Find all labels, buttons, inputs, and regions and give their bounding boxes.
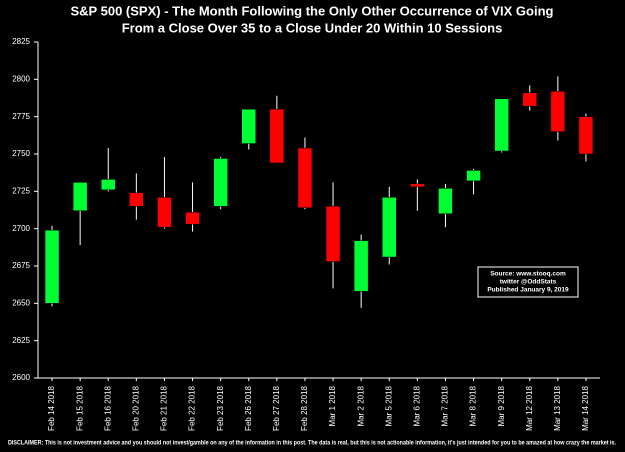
candle-body [101, 179, 116, 191]
candle-body [550, 91, 566, 132]
chart-title: From a Close Over 35 to a Close Under 20… [122, 20, 503, 35]
candle-body [72, 182, 88, 211]
x-tick-label: Mar 6 2018 [412, 385, 421, 426]
x-tick-label: Feb 22 2018 [188, 385, 197, 430]
y-tick-label: 2800 [12, 74, 30, 83]
annotation: Published January 9, 2019 [487, 287, 569, 294]
candle-body [269, 108, 285, 164]
x-tick-label: Feb 26 2018 [244, 385, 253, 430]
y-tick-label: 2625 [12, 336, 30, 345]
x-tick-label: Mar 14 2018 [581, 385, 590, 430]
candle-body [213, 158, 228, 207]
candle-body [297, 147, 313, 209]
y-tick-label: 2650 [12, 298, 30, 307]
x-tick-label: Feb 27 2018 [272, 385, 281, 430]
candle-body [241, 108, 256, 144]
annotation: twitter @OddStats [500, 279, 557, 286]
candle-body [438, 188, 453, 214]
x-tick-label: Mar 9 2018 [497, 385, 506, 426]
y-tick-label: 2725 [12, 186, 30, 195]
y-tick-label: 2600 [12, 373, 30, 382]
candle-body [129, 192, 144, 207]
x-tick-label: Mar 12 2018 [525, 385, 534, 430]
candle-body [466, 170, 481, 182]
y-tick-label: 2775 [12, 112, 30, 121]
y-tick-label: 2750 [12, 149, 30, 158]
y-tick-label: 2700 [12, 224, 30, 233]
candle-body [325, 206, 341, 262]
x-tick-label: Mar 5 2018 [384, 385, 393, 426]
candle-body [522, 92, 537, 107]
candle-body [157, 197, 172, 228]
x-tick-label: Mar 7 2018 [441, 385, 450, 426]
x-tick-label: Mar 1 2018 [328, 385, 337, 426]
x-tick-label: Mar 13 2018 [553, 385, 562, 430]
x-tick-label: Feb 16 2018 [103, 385, 112, 430]
x-tick-label: Feb 21 2018 [160, 385, 169, 430]
candle-body [410, 183, 425, 188]
annotation: Source: www.stooq.com [490, 271, 566, 278]
disclaimer: DISCLAIMER: This is not investment advic… [8, 441, 616, 447]
annotation-box [477, 266, 579, 298]
candle-body [185, 211, 200, 225]
x-tick-label: Mar 8 2018 [469, 385, 478, 426]
x-tick-label: Feb 20 2018 [131, 385, 140, 430]
candle-body [578, 116, 594, 155]
chart-title: S&P 500 (SPX) - The Month Following the … [71, 3, 554, 18]
candle-body [494, 98, 509, 152]
candle-body [44, 229, 60, 304]
candle-body [353, 240, 369, 292]
y-tick-label: 2825 [12, 37, 30, 46]
y-tick-label: 2675 [12, 261, 30, 270]
x-tick-label: Mar 2 2018 [356, 385, 365, 426]
candle-body [382, 197, 397, 258]
x-tick-label: Feb 28 2018 [300, 385, 309, 430]
x-tick-label: Feb 14 2018 [47, 385, 56, 430]
x-tick-label: Feb 15 2018 [75, 385, 84, 430]
x-tick-label: Feb 23 2018 [216, 385, 225, 430]
